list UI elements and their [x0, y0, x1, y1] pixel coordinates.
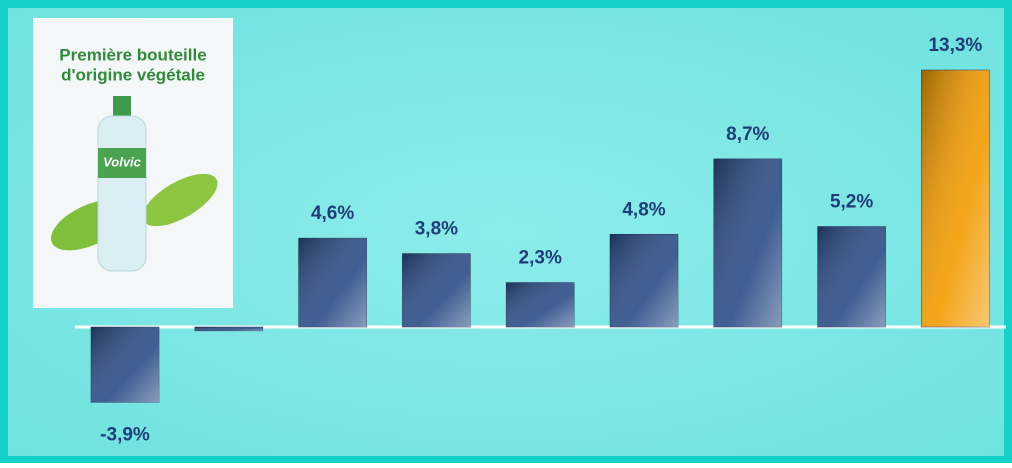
bottle — [97, 115, 147, 272]
bar-shine — [194, 327, 263, 331]
poster-headline: Première bouteille — [59, 45, 206, 64]
data-label: 13,3% — [928, 35, 982, 56]
data-label: 4,6% — [311, 203, 354, 224]
leaf — [142, 173, 218, 227]
poster: Première bouteille d'origine végétale Vo… — [33, 18, 233, 308]
bar-shine — [402, 253, 471, 327]
data-label: 3,8% — [415, 219, 458, 240]
bar-shine — [298, 238, 367, 327]
data-label: 4,8% — [622, 199, 665, 220]
bottle-label — [98, 148, 146, 178]
bar-shine — [91, 327, 159, 403]
data-label: 8,7% — [726, 124, 769, 145]
poster-brand: Volvic — [103, 154, 142, 169]
data-label: 5,2% — [830, 192, 873, 213]
data-label: -3,9% — [100, 424, 150, 445]
bar-shine — [610, 234, 678, 327]
bar-shine — [817, 226, 886, 327]
poster-headline: d'origine végétale — [61, 65, 205, 84]
bar-shine — [506, 282, 575, 327]
data-label: 2,3% — [519, 248, 562, 269]
bar-shine — [921, 70, 990, 327]
bar-shine — [713, 158, 782, 327]
bottle-cap — [113, 96, 131, 116]
